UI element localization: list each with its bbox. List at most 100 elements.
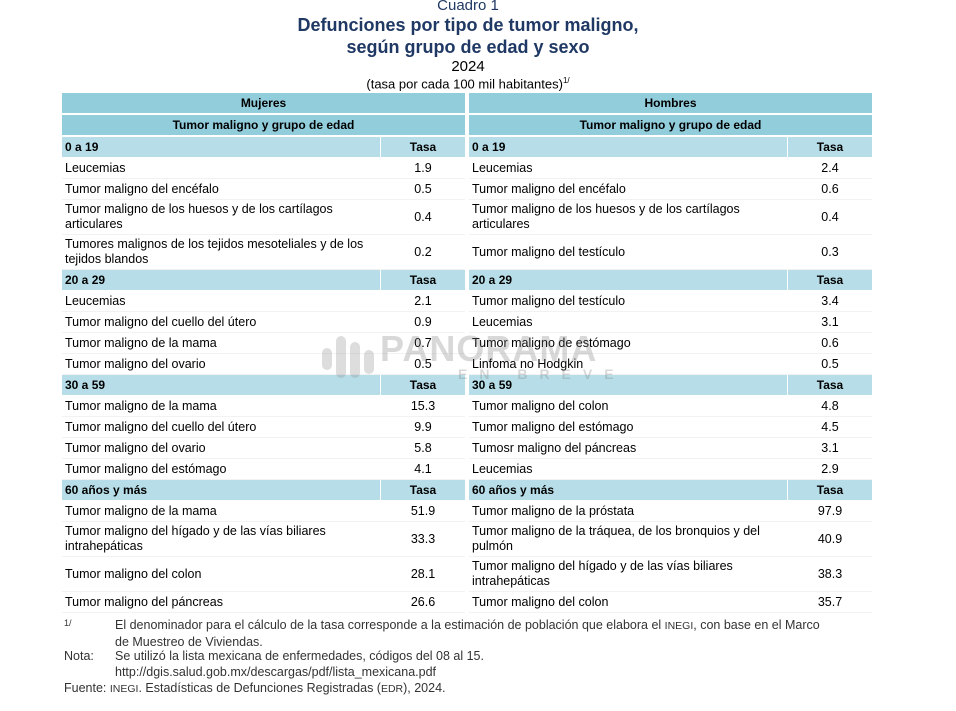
table-row-name: Tumosr maligno del páncreas bbox=[469, 438, 787, 458]
women-subheader: Tumor maligno y grupo de edad bbox=[62, 115, 465, 135]
table-row-rate: 0.6 bbox=[788, 333, 872, 353]
row-separator bbox=[62, 374, 465, 375]
table-row-name: Leucemias bbox=[469, 459, 787, 479]
table-row-rate: 97.9 bbox=[788, 501, 872, 521]
table-row-name: Tumor maligno de la mama bbox=[62, 396, 380, 416]
table-row-rate: 0.3 bbox=[788, 235, 872, 269]
table-row-rate: 3.4 bbox=[788, 291, 872, 311]
row-separator bbox=[62, 199, 465, 200]
row-separator bbox=[62, 178, 465, 179]
table-row-name: Tumor maligno de los huesos y de los car… bbox=[469, 200, 787, 234]
table-row-name: Tumor maligno del páncreas bbox=[62, 592, 380, 612]
table-row-rate: 0.5 bbox=[381, 179, 465, 199]
table-row-name: Tumor maligno de la mama bbox=[62, 501, 380, 521]
row-separator bbox=[62, 458, 465, 459]
row-separator bbox=[469, 311, 872, 312]
age-group-label: 20 a 29 bbox=[62, 270, 380, 290]
row-separator bbox=[469, 199, 872, 200]
row-separator bbox=[62, 437, 465, 438]
men-header: Hombres bbox=[469, 93, 872, 113]
table-row-rate: 2.1 bbox=[381, 291, 465, 311]
source-link[interactable]: http://dgis.salud.gob.mx/descargas/pdf/l… bbox=[115, 664, 437, 679]
row-separator bbox=[62, 556, 465, 557]
table-row-name: Tumor maligno del cuello del útero bbox=[62, 417, 380, 437]
men-subheader: Tumor maligno y grupo de edad bbox=[469, 115, 872, 135]
table-row-name: Tumor maligno de los huesos y de los car… bbox=[62, 200, 380, 234]
row-separator bbox=[469, 269, 872, 270]
table-row-rate: 3.1 bbox=[788, 312, 872, 332]
table-row-rate: 1.9 bbox=[381, 158, 465, 178]
row-separator bbox=[469, 178, 872, 179]
table-row-rate: 4.5 bbox=[788, 417, 872, 437]
page-title-line2: según grupo de edad y sexo bbox=[346, 37, 590, 57]
table-row-rate: 0.4 bbox=[788, 200, 872, 234]
table-row-rate: 38.3 bbox=[788, 557, 872, 591]
women-header: Mujeres bbox=[62, 93, 465, 113]
table-row-name: Tumor maligno del colon bbox=[469, 396, 787, 416]
table-row-rate: 15.3 bbox=[381, 396, 465, 416]
table-row-rate: 0.5 bbox=[381, 354, 465, 374]
table-row-rate: 4.8 bbox=[788, 396, 872, 416]
note-label: Nota: bbox=[64, 649, 94, 663]
age-group-label: 20 a 29 bbox=[469, 270, 787, 290]
table-row-name: Tumor maligno del testículo bbox=[469, 291, 787, 311]
table-row-name: Tumor maligno del encéfalo bbox=[469, 179, 787, 199]
table-row-name: Tumor maligno del encéfalo bbox=[62, 179, 380, 199]
table-row-rate: 51.9 bbox=[381, 501, 465, 521]
row-separator bbox=[62, 416, 465, 417]
table-row-name: Tumor maligno del estómago bbox=[469, 417, 787, 437]
row-separator bbox=[62, 591, 465, 592]
table-row-name: Tumor maligno del hígado y de las vías b… bbox=[469, 557, 787, 591]
table-row-name: Leucemias bbox=[62, 158, 380, 178]
table-row-rate: 0.9 bbox=[381, 312, 465, 332]
rate-column-header: Tasa bbox=[381, 375, 465, 395]
row-separator bbox=[469, 612, 872, 613]
age-group-label: 60 años y más bbox=[469, 480, 787, 500]
table-row-rate: 26.6 bbox=[381, 592, 465, 612]
table-row-rate: 0.2 bbox=[381, 235, 465, 269]
table-row-name: Leucemias bbox=[469, 158, 787, 178]
rate-column-header: Tasa bbox=[381, 137, 465, 157]
age-group-label: 30 a 59 bbox=[469, 375, 787, 395]
row-separator bbox=[469, 437, 872, 438]
row-separator bbox=[62, 332, 465, 333]
rate-column-header: Tasa bbox=[788, 375, 872, 395]
age-group-label: 30 a 59 bbox=[62, 375, 380, 395]
row-separator bbox=[469, 521, 872, 522]
table-row-rate: 0.7 bbox=[381, 333, 465, 353]
rate-column-header: Tasa bbox=[381, 480, 465, 500]
table-row-name: Tumor maligno de la mama bbox=[62, 333, 380, 353]
rate-column-header: Tasa bbox=[788, 480, 872, 500]
table-row-rate: 5.8 bbox=[381, 438, 465, 458]
age-group-label: 0 a 19 bbox=[469, 137, 787, 157]
table-row-name: Tumor maligno de estómago bbox=[469, 333, 787, 353]
row-separator bbox=[62, 269, 465, 270]
table-row-rate: 35.7 bbox=[788, 592, 872, 612]
row-separator bbox=[469, 332, 872, 333]
rate-column-header: Tasa bbox=[788, 270, 872, 290]
table-row-rate: 2.4 bbox=[788, 158, 872, 178]
table-row-rate: 0.5 bbox=[788, 354, 872, 374]
age-group-label: 60 años y más bbox=[62, 480, 380, 500]
table-row-name: Tumor maligno de la próstata bbox=[469, 501, 787, 521]
table-row-name: Tumor maligno del hígado y de las vías b… bbox=[62, 522, 380, 556]
table-row-name: Tumor maligno del cuello del útero bbox=[62, 312, 380, 332]
table-row-rate: 33.3 bbox=[381, 522, 465, 556]
table-row-rate: 0.4 bbox=[381, 200, 465, 234]
footnote-1: El denominador para el cálculo de la tas… bbox=[115, 618, 820, 649]
table-row-name: Linfoma no Hodgkin bbox=[469, 354, 787, 374]
table-row-rate: 28.1 bbox=[381, 557, 465, 591]
row-separator bbox=[469, 416, 872, 417]
table-row-name: Tumor maligno del colon bbox=[62, 557, 380, 591]
row-separator bbox=[469, 458, 872, 459]
year: 2024 bbox=[451, 58, 485, 75]
unit-label: (tasa por cada 100 mil habitantes)1/ bbox=[366, 76, 570, 92]
rate-column-header: Tasa bbox=[381, 270, 465, 290]
unit-footnote-mark: 1/ bbox=[562, 76, 570, 85]
row-separator bbox=[469, 234, 872, 235]
table-row-rate: 40.9 bbox=[788, 522, 872, 556]
table-row-rate: 2.9 bbox=[788, 459, 872, 479]
rate-column-header: Tasa bbox=[788, 137, 872, 157]
table-row-name: Tumor maligno del estómago bbox=[62, 459, 380, 479]
page-title-line1: Defunciones por tipo de tumor maligno, bbox=[297, 15, 639, 35]
